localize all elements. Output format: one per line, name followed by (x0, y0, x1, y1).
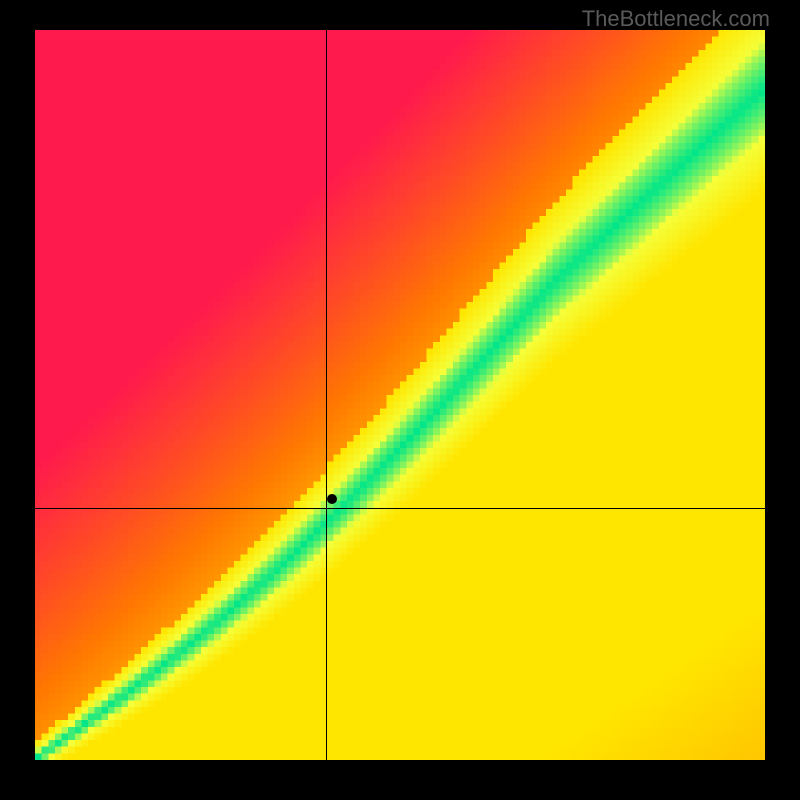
heatmap-canvas (35, 30, 765, 760)
chart-frame: { "watermark": "TheBottleneck.com", "wat… (0, 0, 800, 800)
balance-marker (327, 494, 337, 504)
crosshair-vertical (326, 30, 327, 760)
heatmap-plot (35, 30, 765, 760)
watermark-text: TheBottleneck.com (582, 6, 770, 32)
crosshair-horizontal (35, 508, 765, 509)
